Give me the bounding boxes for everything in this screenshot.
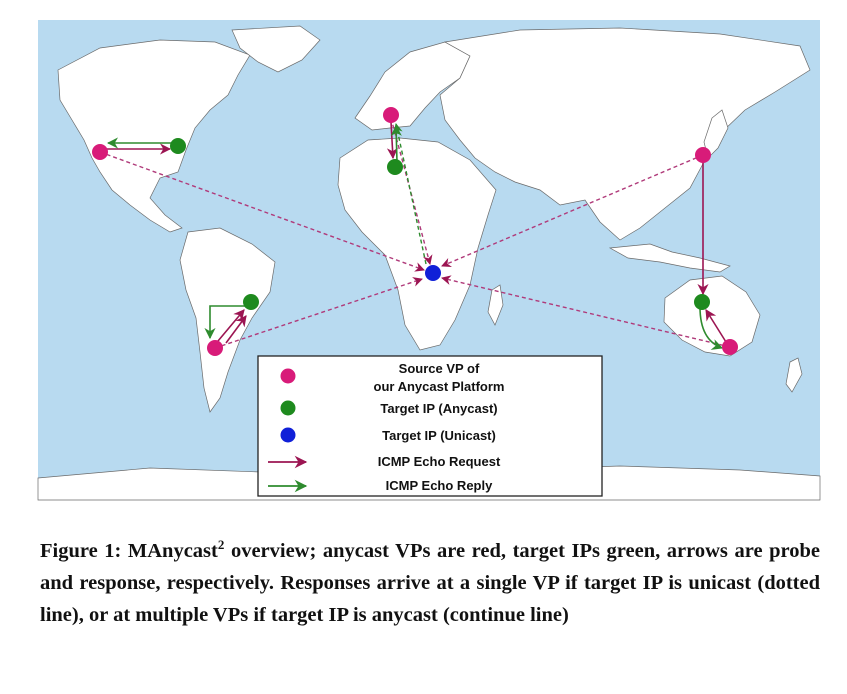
dotted-request-from-australia — [441, 275, 731, 348]
reply-south-america — [204, 305, 247, 340]
source-vp-dot — [280, 368, 296, 384]
reply-africa-to-europe — [390, 124, 402, 163]
caption-superscript: 2 — [217, 537, 225, 553]
legend-label-echo-reply: ICMP Echo Reply — [386, 478, 493, 493]
anycast-target-dot — [280, 400, 296, 416]
unicast-target-dot — [280, 427, 296, 443]
dotted-request-from-us-west — [99, 151, 425, 272]
new-zealand-landmass — [785, 357, 803, 393]
target-anycast-south-america — [243, 294, 259, 310]
source-vp-japan — [695, 147, 711, 163]
dotted-reply-to-europe — [393, 123, 427, 265]
japan-landmass — [703, 109, 729, 159]
source-vp-australia-east — [722, 339, 738, 355]
legend-label-echo-request: ICMP Echo Request — [378, 454, 501, 469]
target-unicast-africa — [425, 265, 441, 281]
nodes — [92, 107, 738, 356]
reply-australia-west-to-east — [699, 306, 724, 350]
legend-box — [257, 355, 603, 497]
source-vp-europe — [383, 107, 399, 123]
south-america-landmass — [179, 227, 276, 413]
madagascar-landmass — [487, 284, 504, 326]
caption-body: overview; anycast VPs are red, target IP… — [40, 540, 821, 626]
world-map-diagram: Source VP of our Anycast Platform Target… — [37, 20, 821, 501]
legend-label-unicast-target: Target IP (Unicast) — [382, 428, 496, 443]
source-vp-us-west — [92, 144, 108, 160]
request-south-america-up-2 — [225, 315, 247, 344]
request-australia-east-to-west — [705, 309, 727, 343]
unicast-dotted-paths — [99, 117, 731, 349]
dotted-request-from-japan — [441, 154, 704, 268]
legend-label-source-vp-line1: Source VP of — [399, 361, 480, 376]
africa-landmass — [337, 137, 497, 351]
target-anycast-us-east — [170, 138, 186, 154]
legend-label-anycast-target: Target IP (Anycast) — [380, 401, 497, 416]
legend: Source VP of our Anycast Platform Target… — [257, 355, 603, 497]
target-anycast-australia — [694, 294, 710, 310]
legend-label-source-vp-line2: our Anycast Platform — [374, 379, 505, 394]
dotted-request-from-south-america — [214, 277, 423, 349]
anycast-solid-paths — [106, 121, 727, 350]
caption-prefix: Figure 1: MAnycast — [40, 540, 218, 562]
target-anycast-north-africa — [387, 159, 403, 175]
asia-landmass — [439, 27, 811, 241]
figure-caption: Figure 1: MAnycast2 overview; anycast VP… — [40, 535, 820, 631]
indonesia-islands — [608, 243, 731, 273]
source-vp-south-america — [207, 340, 223, 356]
greenland-landmass — [231, 25, 321, 73]
